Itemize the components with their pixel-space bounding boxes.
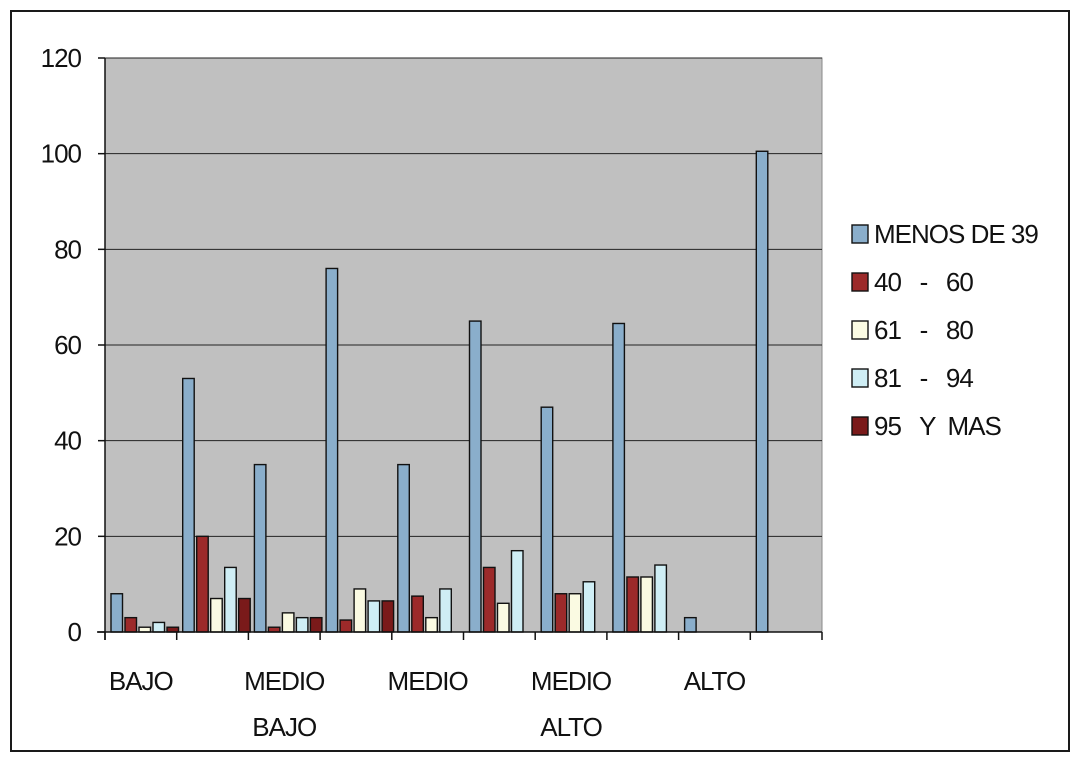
bar-3-series-4	[295, 616, 309, 633]
legend-label-2: 40 - 60	[874, 267, 973, 297]
x-tick-label: ALTO	[684, 666, 746, 696]
bar-4-series-5	[381, 600, 395, 633]
bar-10-series-1	[755, 150, 769, 633]
y-tick-labels: 0 20 40 60 80 100 120	[41, 43, 83, 647]
bar-1-series-1	[110, 593, 124, 633]
y-tick-label: 120	[41, 43, 82, 73]
y-tick-label: 40	[54, 426, 81, 456]
legend-label-5: 95 Y MAS	[874, 411, 1001, 441]
legend-label-1: MENOS DE 39	[874, 219, 1038, 249]
bar-5-series-2	[411, 595, 424, 633]
y-tick-label: 0	[68, 617, 82, 647]
bar-2-series-1	[181, 377, 195, 633]
bar-5-series-3	[425, 616, 438, 633]
legend: MENOS DE 39 40 - 60 61 - 80 81 - 94 95 Y MAS	[851, 219, 1039, 441]
legend-swatch-4	[851, 368, 869, 388]
bar-4-series-2	[339, 619, 353, 633]
x-tick-label: BAJO	[252, 712, 316, 742]
legend-swatch-2	[851, 272, 869, 292]
bar-7-series-4	[582, 581, 596, 633]
legend-swatch-3	[851, 320, 869, 340]
bar-2-series-3	[209, 597, 223, 633]
bars	[110, 150, 769, 633]
y-tick-label: 60	[54, 330, 81, 360]
legend-swatch-5	[851, 416, 869, 436]
bar-9-series-1	[683, 616, 697, 633]
axes	[97, 57, 823, 640]
legend-swatch-1	[851, 224, 869, 244]
y-tick-label: 20	[54, 521, 81, 551]
y-tick-label: 80	[54, 234, 81, 264]
bar-4-series-4	[367, 600, 381, 633]
y-tick-label: 100	[41, 139, 82, 169]
legend-label-3: 61 - 80	[874, 315, 973, 345]
bar-8-series-4	[654, 564, 668, 633]
bar-6-series-1	[468, 320, 482, 633]
bar-1-series-4	[152, 621, 166, 633]
bar-8-series-2	[626, 576, 640, 633]
chart-frame: 0 20 40 60 80 100 120 BAJO MEDIO BAJO MEDIO MEDIO A…	[10, 10, 1070, 752]
bar-4-series-1	[325, 267, 339, 633]
bar-4-series-3	[353, 588, 367, 633]
chart-svg: 0 20 40 60 80 100 120 BAJO MEDIO BAJO MEDIO MEDIO A…	[41, 43, 1040, 742]
bar-8-series-1	[612, 322, 626, 633]
bar-6-series-3	[496, 602, 510, 633]
bar-2-series-5	[237, 597, 251, 633]
bar-3-series-1	[253, 463, 267, 633]
grid-lines	[105, 57, 822, 537]
x-tick-label: ALTO	[540, 712, 602, 742]
bar-6-series-2	[482, 566, 496, 633]
bar-7-series-2	[554, 593, 568, 633]
bar-2-series-4	[223, 566, 237, 633]
x-tick-label: MEDIO	[531, 666, 611, 696]
bar-7-series-3	[568, 593, 582, 633]
bar-7-series-1	[540, 406, 554, 633]
x-tick-labels: BAJO MEDIO BAJO MEDIO MEDIO ALTO ALTO	[109, 666, 746, 742]
bar-8-series-3	[640, 576, 654, 633]
x-tick-label: MEDIO	[244, 666, 324, 696]
bar-5-series-1	[397, 463, 410, 633]
x-tick-label: MEDIO	[388, 666, 468, 696]
bar-1-series-2	[124, 616, 138, 633]
bar-6-series-4	[510, 549, 524, 633]
x-tick-label: BAJO	[109, 666, 173, 696]
bar-3-series-3	[281, 612, 295, 633]
bar-5-series-4	[439, 588, 452, 633]
legend-label-4: 81 - 94	[874, 363, 973, 393]
bar-2-series-2	[195, 535, 209, 633]
bar-3-series-5	[309, 616, 323, 633]
